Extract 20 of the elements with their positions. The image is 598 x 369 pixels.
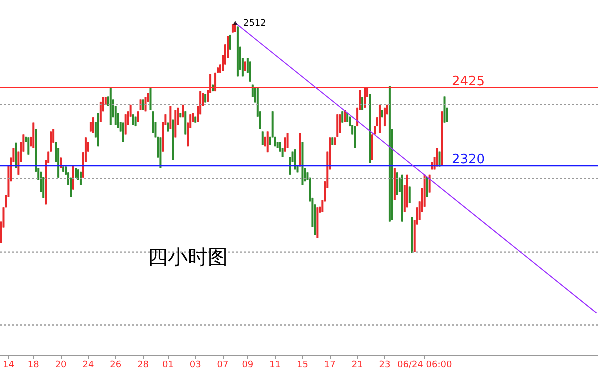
x-tick-label: 11 <box>270 360 282 369</box>
x-tick-label: 07 <box>217 360 229 369</box>
y-tick-label: 2320 <box>452 152 486 168</box>
x-tick-label: 18 <box>28 360 40 369</box>
x-tick-label: 21 <box>352 360 364 369</box>
annotation: 2512 <box>243 19 266 30</box>
y-tick-label: 2425 <box>452 74 486 90</box>
x-tick-label: 24 <box>82 360 94 369</box>
x-tick-label: 26 <box>110 360 122 369</box>
x-tick-label: 01 <box>162 360 174 369</box>
x-tick-label: 28 <box>138 360 150 369</box>
x-tick-label: 15 <box>297 360 308 369</box>
annotation: 四小时图 <box>148 245 228 269</box>
x-tick-label: 06/24 06:00 <box>397 360 452 369</box>
x-tick-label: 17 <box>324 360 336 369</box>
x-tick-label: 09 <box>242 360 254 369</box>
x-tick-label: 23 <box>379 360 391 369</box>
x-tick-label: 14 <box>2 360 15 369</box>
x-tick-label: 20 <box>55 360 68 369</box>
x-tick-label: 03 <box>190 360 202 369</box>
